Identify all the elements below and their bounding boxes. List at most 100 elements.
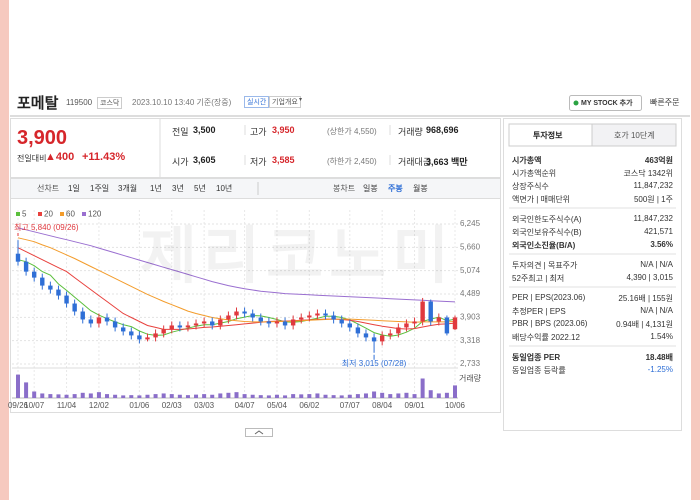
- info-label: 시가총액순위: [512, 169, 557, 178]
- volume-bar: [88, 393, 93, 398]
- change: ▲400: [45, 151, 75, 163]
- info-label: 배당수익률 2022.12: [512, 333, 580, 342]
- candle-body: [258, 317, 263, 322]
- period-button[interactable]: 1일: [68, 184, 80, 193]
- candle-body: [218, 319, 223, 326]
- volume-bar: [453, 385, 457, 398]
- period-button[interactable]: 월봉: [413, 184, 428, 193]
- candle-body: [80, 311, 85, 320]
- info-value: -1.25%: [647, 365, 673, 374]
- x-tick-label: 02/03: [162, 401, 183, 410]
- time: 2023.10.10 13:40 기준(장중): [132, 98, 232, 107]
- quote-value: 968,696: [426, 125, 459, 135]
- volume-bar: [250, 394, 255, 398]
- info-label: PBR | BPS (2023.06): [512, 319, 588, 328]
- mystock-icon: [573, 100, 579, 106]
- x-tick-label: 11/04: [57, 401, 77, 410]
- price-panel: [10, 118, 501, 178]
- volume-bar: [177, 394, 182, 398]
- quote-value: 3,500: [193, 125, 216, 135]
- volume-bar: [242, 394, 247, 398]
- stock-name: 포메탈: [17, 95, 59, 112]
- candle-body: [72, 303, 77, 312]
- ma-line: [17, 247, 456, 330]
- legend-label: 60: [66, 210, 75, 219]
- period-button[interactable]: 1년: [150, 184, 162, 193]
- legend-label: 5: [22, 210, 27, 219]
- mystock-button[interactable]: [569, 95, 642, 111]
- volume-bar: [48, 394, 53, 398]
- volume-bar: [129, 395, 134, 398]
- candle-body: [363, 333, 369, 338]
- candle-body: [40, 277, 45, 286]
- mystock-label[interactable]: MY STOCK 추가: [581, 100, 633, 107]
- volume-bar: [137, 395, 142, 398]
- quote-label: 전일: [172, 127, 189, 137]
- quote-label: 시가: [172, 157, 189, 167]
- y-tick-label: 4,489: [460, 289, 481, 298]
- volume-bar: [428, 390, 433, 398]
- info-value: 0.94배 | 4,131원: [616, 320, 673, 329]
- quote-value: 3,585: [272, 155, 295, 165]
- volume-bar: [202, 394, 207, 398]
- volume-bar: [331, 395, 336, 398]
- ma-line: [17, 237, 456, 323]
- low-annotation: 최저 3,015 (07/28): [342, 358, 407, 368]
- legend-swatch: [82, 212, 86, 216]
- candle-body: [88, 319, 94, 324]
- volume-bar: [226, 392, 231, 398]
- volume-bar: [40, 393, 45, 398]
- candle-body: [193, 323, 199, 326]
- candle-body: [226, 315, 231, 320]
- info-label: 동일업종 PER: [512, 353, 561, 362]
- x-tick-label: 09/26: [8, 401, 29, 410]
- volume-bar: [234, 392, 239, 398]
- volume-bar: [56, 394, 61, 398]
- volume-bar: [64, 394, 69, 398]
- legend-swatch: [60, 212, 64, 216]
- legend-swatch: [16, 212, 20, 216]
- info-value: 463억원: [644, 156, 673, 165]
- info-label: 외국인보유주식수(B): [512, 228, 582, 237]
- legend-swatch: [38, 212, 42, 216]
- info-label: 외국인한도주식수(A): [512, 215, 582, 224]
- candle-body: [452, 317, 458, 330]
- candle-body: [420, 301, 425, 322]
- period-button[interactable]: 일봉: [363, 184, 378, 193]
- candle-body: [274, 321, 280, 324]
- x-tick-label: 03/03: [194, 401, 215, 410]
- period-button[interactable]: 3개월: [118, 184, 138, 193]
- info-value: 1.54%: [650, 332, 673, 341]
- tab[interactable]: 호가 10단계: [614, 131, 655, 140]
- candle-body: [31, 271, 37, 278]
- realtime-badge[interactable]: 실시간: [244, 96, 270, 108]
- candle-body: [161, 329, 166, 334]
- volume-bar: [80, 392, 85, 398]
- candle-body: [145, 337, 150, 340]
- x-tick-label: 10/07: [24, 401, 45, 410]
- quick-order[interactable]: 빠른주문: [650, 98, 680, 107]
- info-value: 25.16배 | 155원: [618, 294, 673, 303]
- period-button[interactable]: 3년: [172, 184, 184, 193]
- volume-bar: [339, 395, 344, 398]
- candle-body: [201, 321, 207, 324]
- candle-body: [185, 325, 191, 328]
- quote-extra: (상한가 4,550): [327, 127, 377, 136]
- x-tick-label: 06/02: [299, 401, 320, 410]
- period-button[interactable]: 1주일: [90, 184, 110, 193]
- tab[interactable]: 투자정보: [533, 131, 563, 140]
- overview-button[interactable]: 기업개요: [269, 96, 301, 108]
- candle-body: [250, 313, 255, 318]
- legend-label: 120: [88, 210, 102, 219]
- volume-bar: [323, 394, 328, 398]
- period-button[interactable]: 주봉: [388, 184, 403, 193]
- info-value: 500원 | 1주: [633, 195, 673, 204]
- candle-body: [347, 323, 352, 328]
- candle-body: [104, 317, 110, 322]
- info-label: 시가총액: [512, 156, 542, 165]
- toggle-button[interactable]: [245, 428, 273, 437]
- volume-bar: [266, 395, 271, 398]
- period-label: 봉차트: [333, 184, 356, 193]
- period-button[interactable]: 10년: [216, 184, 233, 193]
- period-button[interactable]: 5년: [194, 184, 206, 193]
